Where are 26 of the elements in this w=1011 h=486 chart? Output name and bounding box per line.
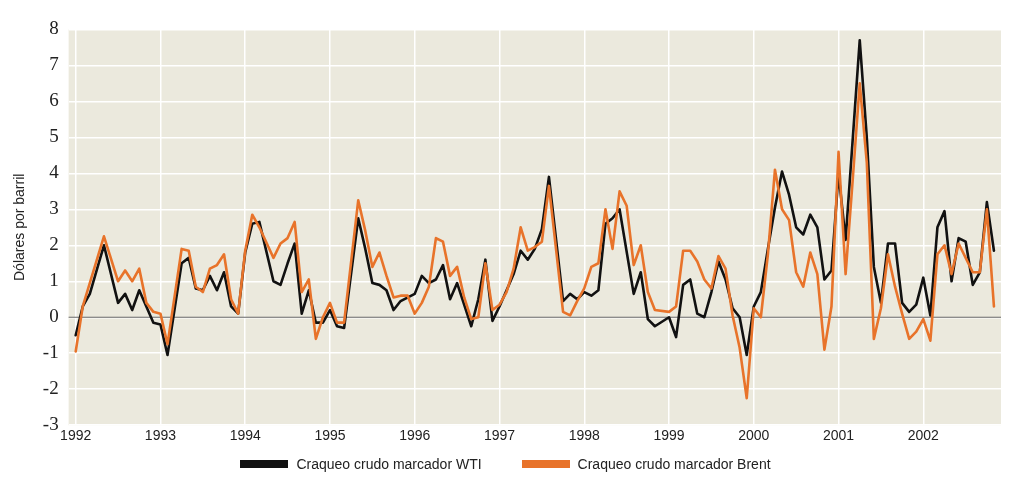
y-tick-label: 1 (49, 269, 59, 291)
legend-label: Craqueo crudo marcador WTI (296, 456, 482, 472)
y-tick-label: 7 (49, 53, 59, 75)
y-tick-label: 3 (49, 197, 59, 219)
y-tick-label: 8 (49, 17, 59, 39)
x-tick-label: 2001 (822, 427, 855, 444)
x-tick-label: 1998 (568, 427, 601, 444)
y-tick-label: -1 (42, 341, 59, 363)
x-tick-label: 1999 (653, 427, 685, 444)
legend-label: Craqueo crudo marcador Brent (577, 456, 771, 472)
x-tick-label: 2002 (907, 427, 940, 444)
y-axis-title: Dólares por barril (11, 173, 28, 281)
y-tick-label: 2 (49, 233, 59, 255)
y-tick-label: 5 (49, 125, 59, 147)
y-tick-label: 4 (49, 161, 60, 183)
x-tick-label: 1992 (60, 427, 92, 444)
x-tick-label: 1995 (314, 427, 346, 444)
x-tick-label: 1996 (399, 427, 431, 444)
x-tick-label: 1993 (144, 427, 177, 444)
y-tick-label: -3 (42, 413, 59, 435)
y-tick-label: 6 (49, 89, 59, 111)
x-tick-label: 1997 (483, 427, 516, 444)
y-tick-label: -2 (42, 377, 59, 399)
y-tick-label: 0 (49, 305, 59, 327)
x-tick-label: 2000 (738, 427, 770, 444)
x-tick-label: 1994 (229, 427, 261, 444)
